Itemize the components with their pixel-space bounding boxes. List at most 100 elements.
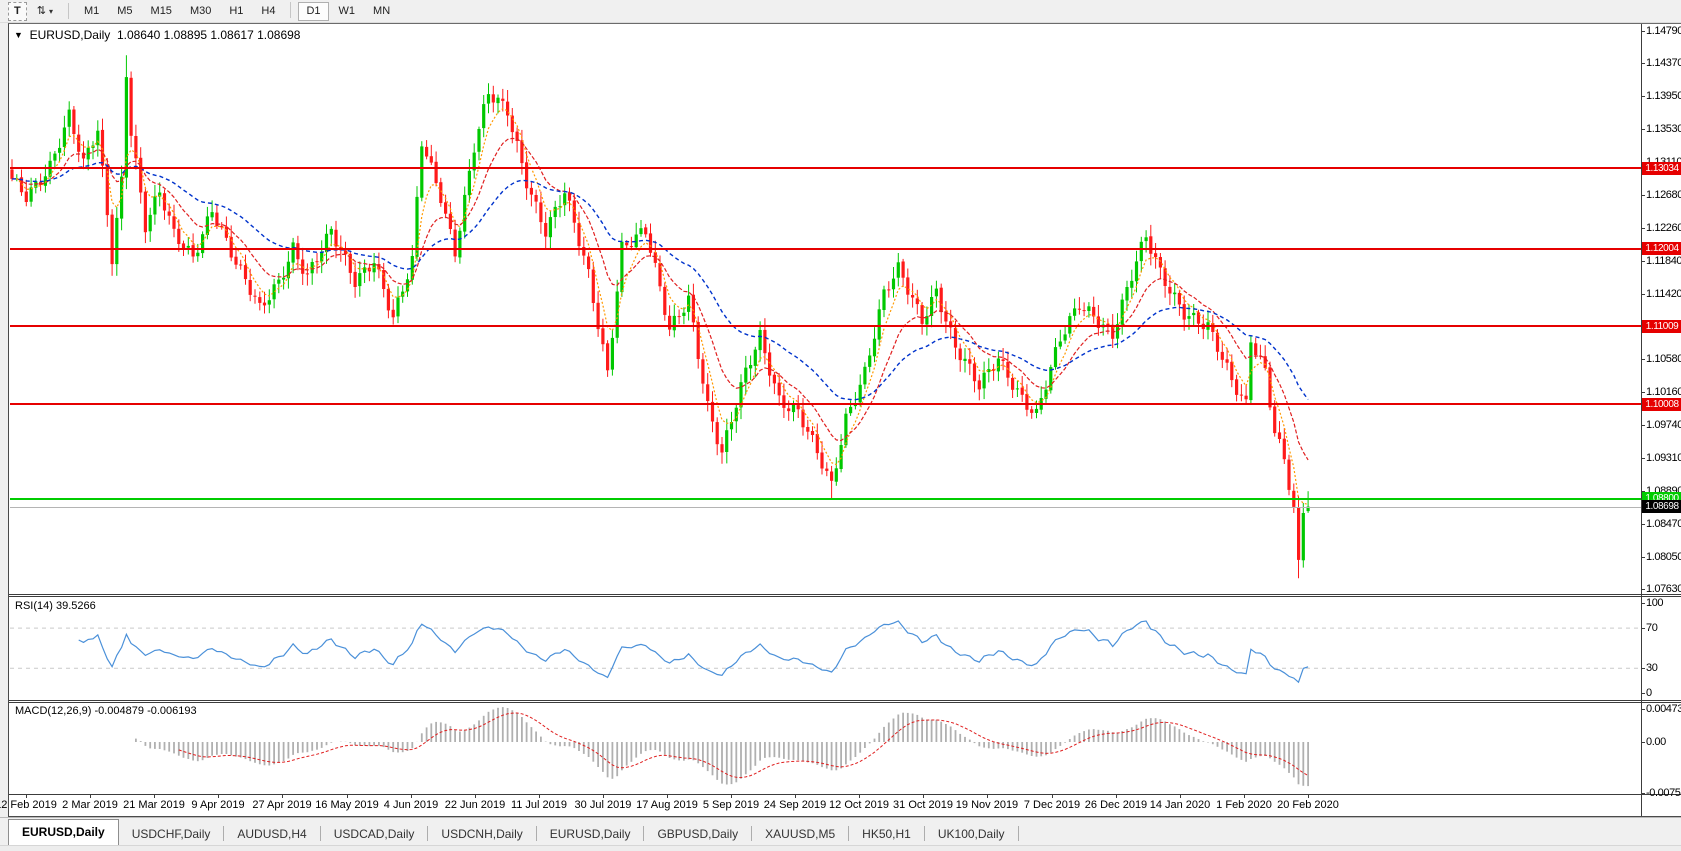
rsi-label: RSI(14) 39.5266 — [15, 600, 96, 612]
symbol-dropdown-icon[interactable]: ▼ — [14, 30, 23, 40]
price-tick-mark — [1641, 63, 1645, 64]
chart-title: ▼ EURUSD,Daily 1.08640 1.08895 1.08617 1… — [14, 28, 300, 42]
tab-audusd-h4[interactable]: AUDUSD,H4 — [237, 827, 307, 841]
date-tick-label: 19 Nov 2019 — [955, 799, 1019, 811]
date-tick-label: 27 Apr 2019 — [252, 799, 312, 811]
tab-divider — [319, 826, 321, 841]
tab-divider — [643, 826, 645, 841]
date-tick-label: 4 Jun 2019 — [383, 799, 439, 811]
date-tick-label: 30 Jul 2019 — [574, 799, 632, 811]
date-tick-mark — [1052, 795, 1053, 798]
price-tick-label: 1.12680 — [1646, 189, 1681, 201]
tab-usdcnh-daily[interactable]: USDCNH,Daily — [441, 827, 523, 841]
arrows-tool-button[interactable]: ⇅ ▾ — [29, 2, 61, 21]
current-price-line — [10, 507, 1641, 508]
macd-tick-label: 0.00 — [1646, 736, 1666, 748]
date-tick-label: 24 Sep 2019 — [763, 799, 827, 811]
date-tick-mark — [90, 795, 91, 798]
date-tick-label: 17 Aug 2019 — [636, 799, 698, 811]
date-tick-mark — [603, 795, 604, 798]
tab-xauusd-m5[interactable]: XAUUSD,M5 — [765, 827, 836, 841]
panel-divider — [9, 702, 1681, 703]
price-tick-label: 1.13950 — [1646, 90, 1681, 102]
price-tick-mark — [1641, 458, 1645, 459]
tab-divider — [751, 826, 753, 841]
price-tick-label: 1.09740 — [1646, 419, 1681, 431]
date-tick-mark — [1180, 795, 1181, 798]
date-tick-label: 5 Sep 2019 — [702, 799, 760, 811]
rsi-tick-mark — [1641, 603, 1645, 604]
price-tick-mark — [1641, 129, 1645, 130]
rsi-indicator-plot[interactable] — [10, 597, 1641, 700]
date-tick-label: 22 Jun 2019 — [444, 799, 506, 811]
toolbar-separator — [290, 1, 292, 18]
price-tick-label: 1.13530 — [1646, 123, 1681, 135]
price-level-badge: 1.13034 — [1642, 162, 1681, 175]
horizontal-scrollbar[interactable] — [0, 845, 1681, 851]
tab-divider — [848, 826, 850, 841]
rsi-tick-label: 30 — [1646, 662, 1658, 674]
date-tick-mark — [923, 795, 924, 798]
panel-divider — [9, 594, 1681, 595]
date-tick-mark — [218, 795, 219, 798]
timeframe-button-MN[interactable]: MN — [365, 2, 398, 21]
date-tick-mark — [1308, 795, 1309, 798]
timeframe-button-M5[interactable]: M5 — [109, 2, 140, 21]
rsi-tick-mark — [1641, 693, 1645, 694]
price-level-badge: 1.10008 — [1642, 398, 1681, 411]
tab-hk50-h1[interactable]: HK50,H1 — [862, 827, 911, 841]
timeframe-button-D1[interactable]: D1 — [298, 1, 329, 21]
timeframe-button-H4[interactable]: H4 — [253, 2, 283, 21]
price-axis[interactable] — [1641, 24, 1681, 816]
date-tick-mark — [347, 795, 348, 798]
price-tick-label: 1.08470 — [1646, 518, 1681, 530]
date-tick-mark — [26, 795, 27, 798]
tab-divider — [223, 826, 225, 841]
date-tick-label: 1 Feb 2020 — [1216, 799, 1272, 811]
price-tick-label: 1.10580 — [1646, 353, 1681, 365]
date-tick-label: 12 Oct 2019 — [829, 799, 889, 811]
price-tick-mark — [1641, 294, 1645, 295]
price-tick-label: 1.08050 — [1646, 551, 1681, 563]
price-tick-mark — [1641, 491, 1645, 492]
chart-window: ▼ EURUSD,Daily 1.08640 1.08895 1.08617 1… — [0, 23, 1681, 817]
timeframe-button-M30[interactable]: M30 — [182, 2, 219, 21]
tab-eurusd-daily[interactable]: EURUSD,Daily — [8, 819, 119, 845]
timeframe-button-M15[interactable]: M15 — [143, 2, 180, 21]
rsi-tick-label: 70 — [1646, 622, 1658, 634]
tab-eurusd-daily[interactable]: EURUSD,Daily — [549, 827, 631, 841]
date-tick-mark — [795, 795, 796, 798]
macd-tick-mark — [1641, 709, 1645, 710]
rsi-tick-label: 100 — [1646, 597, 1664, 609]
tab-uk100-daily[interactable]: UK100,Daily — [937, 827, 1005, 841]
date-tick-mark — [667, 795, 668, 798]
date-tick-mark — [154, 795, 155, 798]
tab-usdchf-daily[interactable]: USDCHF,Daily — [131, 827, 211, 841]
text-tool-button[interactable]: T — [8, 1, 27, 21]
date-tick-mark — [475, 795, 476, 798]
price-chart-plot[interactable] — [10, 25, 1641, 593]
date-tick-mark — [411, 795, 412, 798]
timeframe-button-M1[interactable]: M1 — [76, 2, 107, 21]
price-tick-mark — [1641, 359, 1645, 360]
date-tick-label: 2 Mar 2019 — [62, 799, 118, 811]
timeframe-button-H1[interactable]: H1 — [221, 2, 251, 21]
macd-label: MACD(12,26,9) -0.004879 -0.006193 — [15, 705, 197, 717]
timeframe-button-W1[interactable]: W1 — [331, 2, 364, 21]
rsi-tick-mark — [1641, 628, 1645, 629]
tab-usdcad-daily[interactable]: USDCAD,Daily — [333, 827, 415, 841]
price-tick-mark — [1641, 261, 1645, 262]
price-tick-mark — [1641, 524, 1645, 525]
tab-gbpusd-daily[interactable]: GBPUSD,Daily — [657, 827, 739, 841]
macd-tick-mark — [1641, 742, 1645, 743]
rsi-tick-mark — [1641, 668, 1645, 669]
date-tick-label: 9 Apr 2019 — [191, 799, 245, 811]
current-price-badge: 1.08698 — [1642, 500, 1681, 513]
date-tick-mark — [987, 795, 988, 798]
price-tick-label: 1.14790 — [1646, 25, 1681, 37]
price-tick-mark — [1641, 96, 1645, 97]
macd-indicator-plot[interactable] — [10, 703, 1641, 794]
arrows-icon: ⇅ — [36, 4, 46, 17]
tab-divider — [1017, 826, 1019, 841]
price-tick-label: 1.12260 — [1646, 222, 1681, 234]
